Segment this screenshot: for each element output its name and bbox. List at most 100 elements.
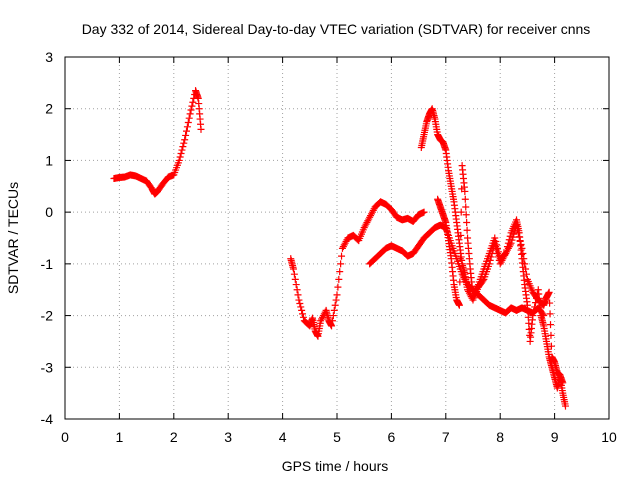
data-point: [294, 291, 302, 299]
y-tick-label: -3: [41, 359, 54, 375]
data-point: [507, 239, 515, 247]
data-point: [561, 402, 569, 410]
data-point: [187, 106, 195, 114]
data-point: [184, 119, 192, 127]
data-point: [290, 270, 298, 278]
data-point: [461, 195, 469, 203]
data-point: [547, 321, 555, 329]
grid: [65, 57, 609, 419]
data-point: [522, 270, 530, 278]
x-tick-label: 4: [279, 429, 287, 445]
data-point: [547, 342, 555, 350]
data-point: [328, 317, 336, 325]
plot-frame: [64, 56, 610, 420]
data-point: [292, 281, 300, 289]
data-point: [297, 303, 305, 311]
x-axis-label: GPS time / hours: [282, 458, 389, 474]
data-point: [494, 248, 502, 256]
data-point: [491, 234, 499, 242]
x-tick-label: 1: [116, 429, 124, 445]
data-point: [546, 310, 554, 318]
data-point: [463, 218, 471, 226]
y-tick-label: 0: [45, 204, 53, 220]
data-point: [519, 250, 527, 258]
data-point: [182, 131, 190, 139]
data-point: [295, 296, 303, 304]
y-tick-label: -4: [41, 411, 54, 427]
y-tick-label: -1: [41, 256, 54, 272]
data-point: [337, 260, 345, 268]
data-point: [182, 127, 190, 135]
x-tick-label: 0: [61, 429, 69, 445]
data-point: [474, 282, 482, 290]
x-tick-label: 9: [551, 429, 559, 445]
data-point: [328, 322, 336, 330]
data-point: [180, 139, 188, 147]
data-point: [329, 312, 337, 320]
data-point: [338, 252, 346, 260]
data-point: [183, 123, 191, 131]
data-marks: [110, 87, 569, 410]
data-point: [332, 296, 340, 304]
data-point: [333, 291, 341, 299]
data-point: [336, 268, 344, 276]
data-point: [175, 156, 183, 164]
data-point: [529, 312, 537, 320]
data-point: [457, 208, 465, 216]
data-point: [492, 237, 500, 245]
data-point: [179, 143, 187, 151]
x-tick-label: 7: [442, 429, 450, 445]
data-point: [506, 241, 514, 249]
data-point: [493, 241, 501, 249]
data-point: [509, 233, 517, 241]
x-tick-label: 6: [388, 429, 396, 445]
y-axis-label: SDTVAR / TECUs: [5, 182, 21, 294]
data-point: [299, 313, 307, 321]
series-seg-e: [434, 162, 567, 387]
data-point: [188, 102, 196, 110]
data-point: [461, 187, 469, 195]
data-point: [546, 299, 554, 307]
data-point: [181, 136, 189, 144]
data-point: [335, 275, 343, 283]
data-point: [530, 307, 538, 315]
data-point: [331, 301, 339, 309]
data-point: [523, 301, 531, 309]
data-point: [186, 110, 194, 118]
data-point: [420, 208, 428, 216]
y-tick-label: 3: [45, 49, 53, 65]
data-point: [330, 306, 338, 314]
x-tick-label: 5: [333, 429, 341, 445]
data-point: [514, 229, 522, 237]
data-point: [515, 233, 523, 241]
data-point: [456, 278, 464, 286]
data-point: [456, 255, 464, 263]
data-point: [463, 226, 471, 234]
data-point: [522, 265, 530, 273]
data-point: [559, 379, 567, 387]
series-seg-a: [110, 87, 205, 198]
x-tick-label: 3: [224, 429, 232, 445]
data-point: [462, 203, 470, 211]
x-tick-label: 2: [170, 429, 178, 445]
data-point: [493, 244, 501, 252]
data-point: [455, 301, 463, 309]
data-point: [516, 237, 524, 245]
series-seg-b: [287, 198, 428, 340]
data-point: [524, 307, 532, 315]
data-point: [462, 211, 470, 219]
data-point: [176, 153, 184, 161]
data-point: [518, 244, 526, 252]
data-point: [177, 150, 185, 158]
data-point: [513, 225, 521, 233]
x-tick-label: 10: [601, 429, 617, 445]
data-point: [508, 236, 516, 244]
y-tick-label: 2: [45, 101, 53, 117]
data-point: [299, 310, 307, 318]
data-point: [520, 255, 528, 263]
data-point: [296, 300, 304, 308]
data-point: [289, 265, 297, 273]
data-point: [298, 306, 306, 314]
series-seg-d: [417, 105, 569, 410]
y-tick-label: -2: [41, 308, 54, 324]
